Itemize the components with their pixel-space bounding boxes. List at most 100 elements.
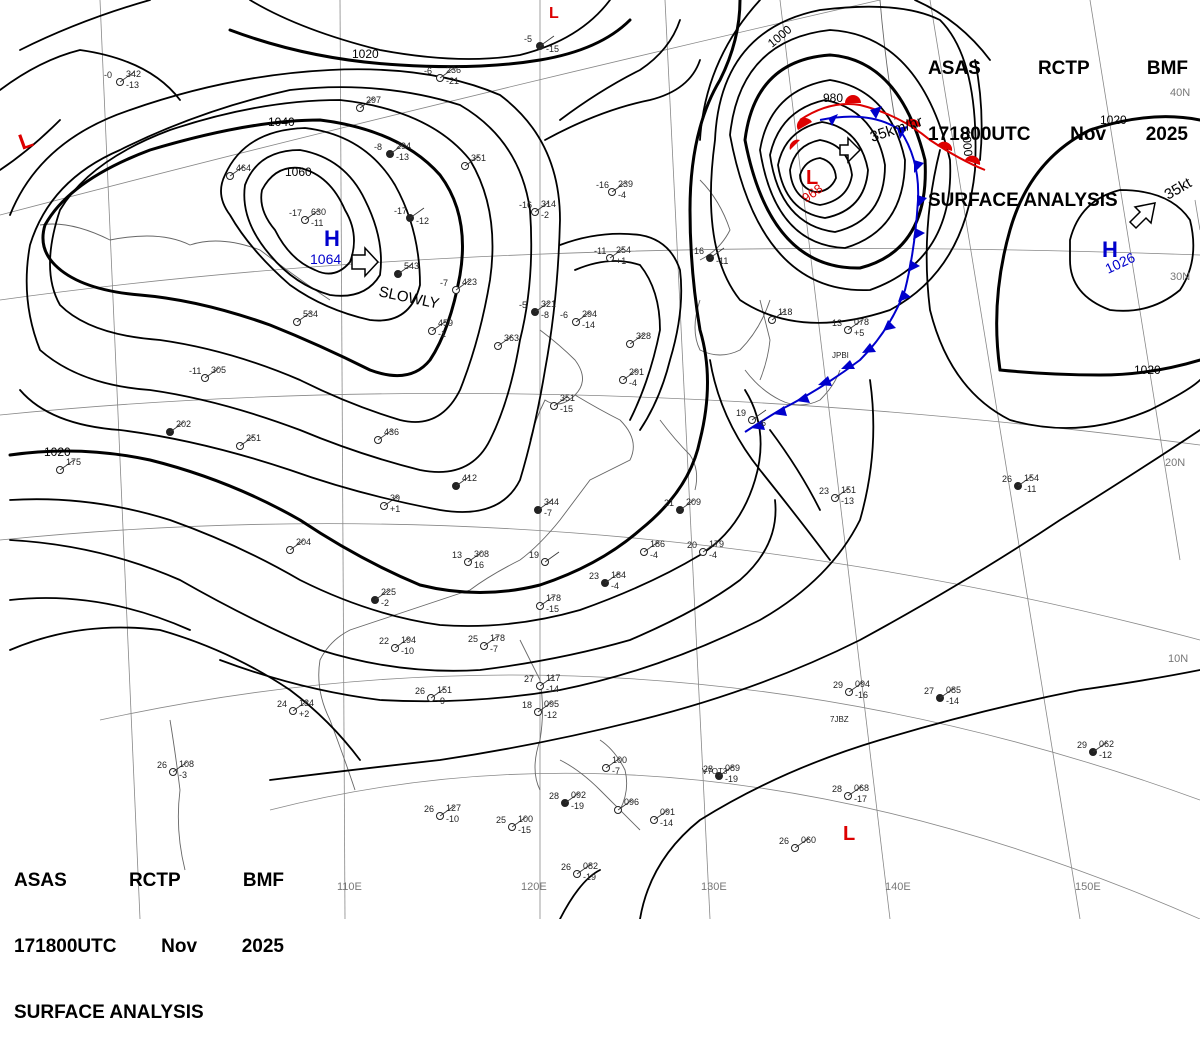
station-pressure: 068 <box>854 783 869 793</box>
station-temperature: 24 <box>277 699 287 709</box>
station-pressure: 239 <box>618 179 633 189</box>
station-pressure: 184 <box>611 570 626 580</box>
station-plot: 28 089-19 <box>703 763 740 784</box>
station-pressure: 351 <box>471 153 486 163</box>
motion-arrow-low-japan <box>839 136 862 164</box>
station-tendency: +5 <box>854 328 864 338</box>
station-pressure: 251 <box>246 433 261 443</box>
station-tendency: +1 <box>390 504 400 514</box>
header-month: Nov <box>1070 124 1107 145</box>
station-temperature: -17 <box>394 206 407 216</box>
high-center-value: 1064 <box>310 251 341 267</box>
wind-barb <box>847 319 863 331</box>
station-pressure: 194 <box>401 635 416 645</box>
station-tendency: -8 <box>541 310 549 320</box>
station-tendency: +2 <box>299 709 309 719</box>
wind-barb <box>511 816 527 828</box>
station-plot: 436 <box>374 427 399 444</box>
wind-barb <box>389 143 405 155</box>
station-plot: 26 108-3 <box>157 759 194 780</box>
wind-barb <box>629 333 645 345</box>
station-pressure: 236 <box>446 65 461 75</box>
station-plot: 26 060 <box>779 835 816 852</box>
isobar-label: 1060 <box>285 165 312 179</box>
station-temperature: 20 <box>687 540 697 550</box>
wind-barb <box>397 263 413 275</box>
station-pressure: 204 <box>296 537 311 547</box>
ship-callsign: 7JBZ <box>830 715 849 724</box>
station-temperature: 26 <box>424 804 434 814</box>
station-pressure: 092 <box>571 790 586 800</box>
wind-barb <box>539 35 555 47</box>
header-time: 171800UTC <box>14 936 117 957</box>
station-plot: 27 117-14 <box>524 673 560 694</box>
wind-barb <box>239 435 255 447</box>
station-plot: 18 095-12 <box>522 699 559 720</box>
longitude-label: 110E <box>337 881 362 893</box>
station-pressure: 100 <box>518 814 533 824</box>
station-tendency: -4 <box>611 581 619 591</box>
station-pressure: 351 <box>560 393 575 403</box>
station-pressure: 108 <box>179 759 194 769</box>
station-tendency: +1 <box>616 256 626 266</box>
wind-barb <box>119 71 135 83</box>
wind-barb <box>539 675 555 687</box>
header-type-code: BMF <box>242 870 284 891</box>
longitude-label: 120E <box>521 881 547 893</box>
station-plot: -0 342-13 <box>104 69 141 90</box>
station-pressure: 294 <box>582 309 597 319</box>
station-tendency: -6 <box>758 418 766 428</box>
station-plot: -11 254+1 <box>594 245 631 266</box>
station-temperature: 25 <box>468 634 478 644</box>
station-tendency: -13 <box>396 152 409 162</box>
wind-barb <box>1017 475 1033 487</box>
station-plot: 363 <box>494 333 519 350</box>
station-temperature: 19 <box>529 550 539 560</box>
high-center-symbol: H <box>324 226 340 251</box>
station-temperature: 26 <box>157 760 167 770</box>
station-temperature: 26 <box>779 836 789 846</box>
station-tendency: -19 <box>571 801 584 811</box>
wind-barb <box>939 687 955 699</box>
station-pressure: 297 <box>366 95 381 105</box>
wind-barb <box>709 247 725 259</box>
station-temperature: 26 <box>561 862 571 872</box>
station-plot: 091-14 <box>650 807 675 828</box>
latitude-label: 30N <box>1170 271 1190 283</box>
station-plot: 251 <box>236 433 261 450</box>
station-pressure: 202 <box>176 419 191 429</box>
wind-barb <box>439 67 455 79</box>
station-temperature: -11 <box>189 366 201 376</box>
station-pressure: 127 <box>446 803 461 813</box>
high-east-symbol: H <box>1102 237 1118 262</box>
station-pressure: 39 <box>390 493 400 503</box>
station-tendency: -9 <box>437 696 445 706</box>
wind-barb <box>679 499 695 511</box>
station-temperature: 28 <box>703 764 713 774</box>
station-pressure: 095 <box>544 699 559 709</box>
station-plot: 464 <box>226 163 251 180</box>
station-pressure: 630 <box>311 207 326 217</box>
motion-arrows <box>351 136 1156 278</box>
station-tendency: -4 <box>650 550 658 560</box>
station-tendency: -3 <box>179 770 187 780</box>
wind-barb <box>534 201 550 213</box>
station-temperature: -11 <box>594 246 606 256</box>
wind-barb <box>653 809 669 821</box>
station-plot: 096 <box>614 797 639 814</box>
station-pressure: 459 <box>438 318 453 328</box>
station-plot: 186-4 <box>640 539 665 560</box>
station-pressure: 423 <box>462 277 477 287</box>
wind-barb <box>575 311 591 323</box>
station-temperature: 28 <box>549 791 559 801</box>
station-temperature: -6 <box>560 310 568 320</box>
station-temperature: 23 <box>819 486 829 496</box>
wind-barb <box>483 635 499 647</box>
station-plot: -17 -12 <box>394 206 429 226</box>
station-plot: 25 100-15 <box>496 814 533 835</box>
station-pressure: 291 <box>629 367 644 377</box>
station-tendency: -11 <box>716 256 728 266</box>
wind-barb <box>537 701 553 713</box>
station-plot: 29 062-12 <box>1077 739 1114 760</box>
station-pressure: 100 <box>612 755 627 765</box>
